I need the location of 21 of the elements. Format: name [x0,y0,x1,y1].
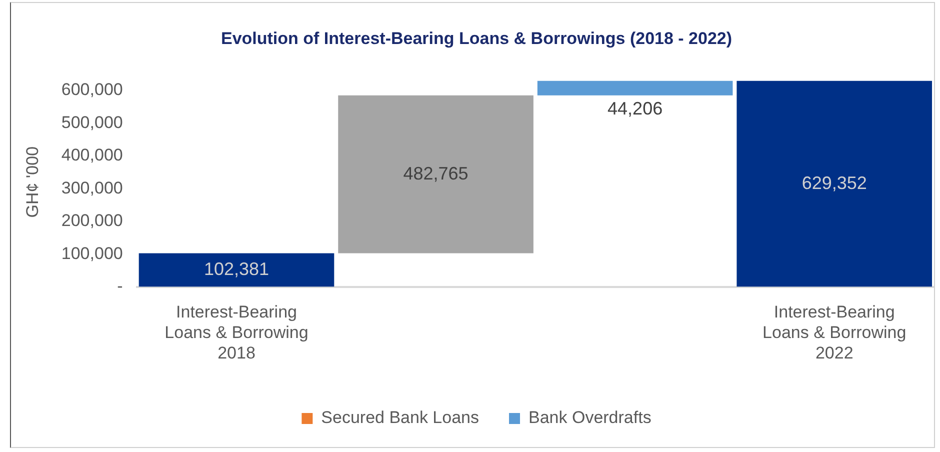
y-tick-label: - [117,276,123,296]
y-tick-label: 600,000 [61,80,123,100]
y-tick-label: 100,000 [61,244,123,263]
y-tick-label: 300,000 [61,178,123,198]
bar [338,95,534,254]
legend-label: Secured Bank Loans [321,408,480,428]
data-label: 629,352 [802,172,867,193]
y-axis-title: GH¢ '000 [22,146,42,218]
data-label: 482,765 [403,163,468,184]
y-tick-label: 500,000 [61,112,123,132]
x-tick-label: Interest-Bearing Loans & Borrowing 2022 [762,302,906,362]
x-tick-label: Interest-Bearing Loans & Borrowing 2018 [164,302,308,362]
data-label: 102,381 [204,259,270,280]
bar [736,80,932,287]
bar [138,253,334,287]
y-tick-label: 400,000 [61,146,123,165]
y-tick-label: 200,000 [61,211,123,230]
legend-label: Bank Overdrafts [528,408,652,428]
chart-title: Evolution of Interest-Bearing Loans & Borrowings (2018 - 2022) [220,28,732,48]
bar [537,80,733,96]
data-label: 44,206 [608,98,663,118]
